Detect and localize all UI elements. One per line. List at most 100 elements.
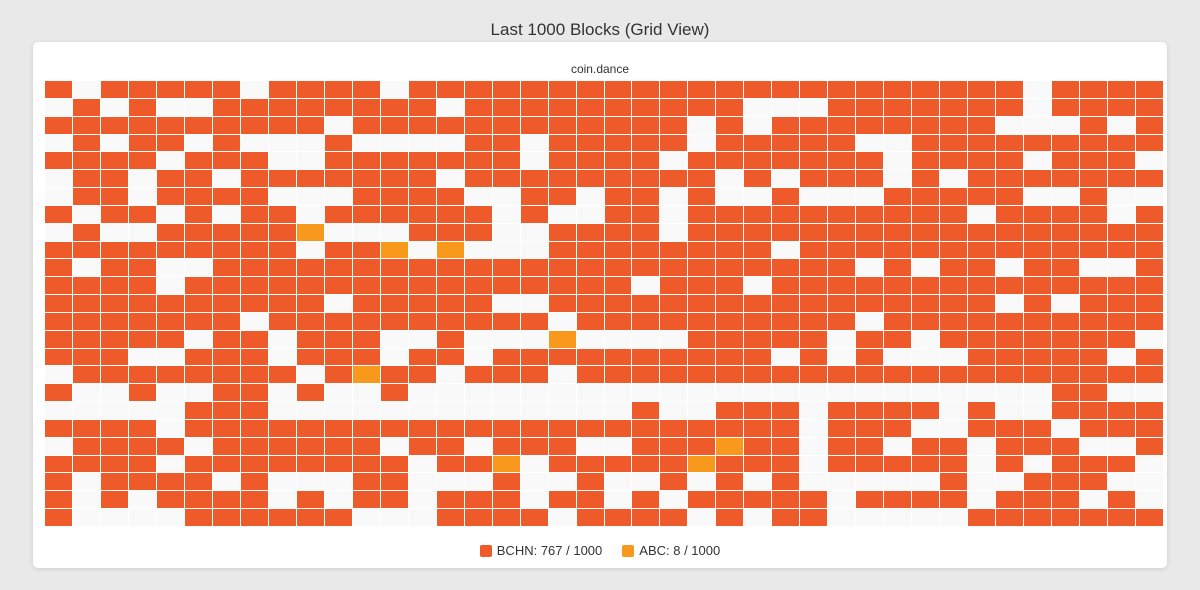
block-cell[interactable] [716,491,744,509]
block-cell[interactable] [688,348,716,366]
block-cell[interactable] [324,419,352,437]
block-cell[interactable] [940,116,968,134]
block-cell[interactable] [492,277,520,295]
block-cell[interactable] [520,134,548,152]
block-cell[interactable] [884,473,912,491]
block-cell[interactable] [1024,98,1052,116]
block-cell[interactable] [604,312,632,330]
block-cell[interactable] [296,455,324,473]
block-cell[interactable] [408,491,436,509]
block-cell[interactable] [1052,419,1080,437]
block-cell[interactable] [352,277,380,295]
block-cell[interactable] [660,312,688,330]
block-cell[interactable] [436,473,464,491]
block-cell[interactable] [296,312,324,330]
block-cell[interactable] [1024,419,1052,437]
block-cell[interactable] [184,312,212,330]
block-cell[interactable] [940,81,968,98]
block-cell[interactable] [688,98,716,116]
block-cell[interactable] [380,312,408,330]
block-cell[interactable] [800,152,828,170]
block-cell[interactable] [184,402,212,419]
block-cell[interactable] [576,134,604,152]
block-cell[interactable] [856,491,884,509]
block-cell[interactable] [772,241,800,259]
block-cell[interactable] [940,402,968,419]
block-cell[interactable] [828,98,856,116]
block-cell[interactable] [968,116,996,134]
block-cell[interactable] [1108,152,1136,170]
block-cell[interactable] [1108,170,1136,188]
block-cell[interactable] [1080,134,1108,152]
block-cell[interactable] [352,348,380,366]
block-cell[interactable] [576,116,604,134]
block-cell[interactable] [576,98,604,116]
block-cell[interactable] [520,491,548,509]
block-cell[interactable] [856,241,884,259]
block-cell[interactable] [436,134,464,152]
block-cell[interactable] [352,366,380,384]
block-cell[interactable] [296,419,324,437]
block-cell[interactable] [856,205,884,223]
block-cell[interactable] [156,455,184,473]
block-cell[interactable] [128,402,156,419]
block-cell[interactable] [520,509,548,526]
block-cell[interactable] [996,419,1024,437]
block-cell[interactable] [716,241,744,259]
block-cell[interactable] [548,455,576,473]
block-cell[interactable] [240,330,268,348]
block-cell[interactable] [464,277,492,295]
block-cell[interactable] [72,259,100,277]
block-cell[interactable] [240,134,268,152]
block-cell[interactable] [716,98,744,116]
block-cell[interactable] [688,455,716,473]
block-cell[interactable] [156,366,184,384]
block-cell[interactable] [296,81,324,98]
block-cell[interactable] [912,170,940,188]
block-cell[interactable] [436,241,464,259]
block-cell[interactable] [884,205,912,223]
block-cell[interactable] [324,134,352,152]
block-cell[interactable] [408,348,436,366]
block-cell[interactable] [604,437,632,455]
block-cell[interactable] [1024,366,1052,384]
block-cell[interactable] [408,188,436,205]
block-cell[interactable] [828,491,856,509]
block-cell[interactable] [744,134,772,152]
block-cell[interactable] [268,241,296,259]
block-cell[interactable] [380,491,408,509]
block-cell[interactable] [1080,259,1108,277]
block-cell[interactable] [128,419,156,437]
block-cell[interactable] [744,437,772,455]
block-cell[interactable] [464,188,492,205]
block-cell[interactable] [128,312,156,330]
block-cell[interactable] [212,116,240,134]
block-cell[interactable] [660,402,688,419]
block-cell[interactable] [828,277,856,295]
block-cell[interactable] [1052,491,1080,509]
block-cell[interactable] [1108,437,1136,455]
block-cell[interactable] [240,259,268,277]
block-cell[interactable] [1024,223,1052,241]
block-cell[interactable] [1108,223,1136,241]
block-cell[interactable] [45,509,72,526]
block-cell[interactable] [940,134,968,152]
block-cell[interactable] [576,473,604,491]
block-cell[interactable] [884,366,912,384]
block-cell[interactable] [968,205,996,223]
block-cell[interactable] [576,419,604,437]
block-cell[interactable] [772,152,800,170]
block-cell[interactable] [212,170,240,188]
block-cell[interactable] [548,81,576,98]
block-cell[interactable] [128,134,156,152]
block-cell[interactable] [828,259,856,277]
block-cell[interactable] [45,170,72,188]
block-cell[interactable] [324,277,352,295]
block-cell[interactable] [128,348,156,366]
block-cell[interactable] [716,188,744,205]
block-cell[interactable] [828,366,856,384]
block-cell[interactable] [156,241,184,259]
block-cell[interactable] [800,384,828,402]
block-cell[interactable] [72,330,100,348]
block-cell[interactable] [100,134,128,152]
